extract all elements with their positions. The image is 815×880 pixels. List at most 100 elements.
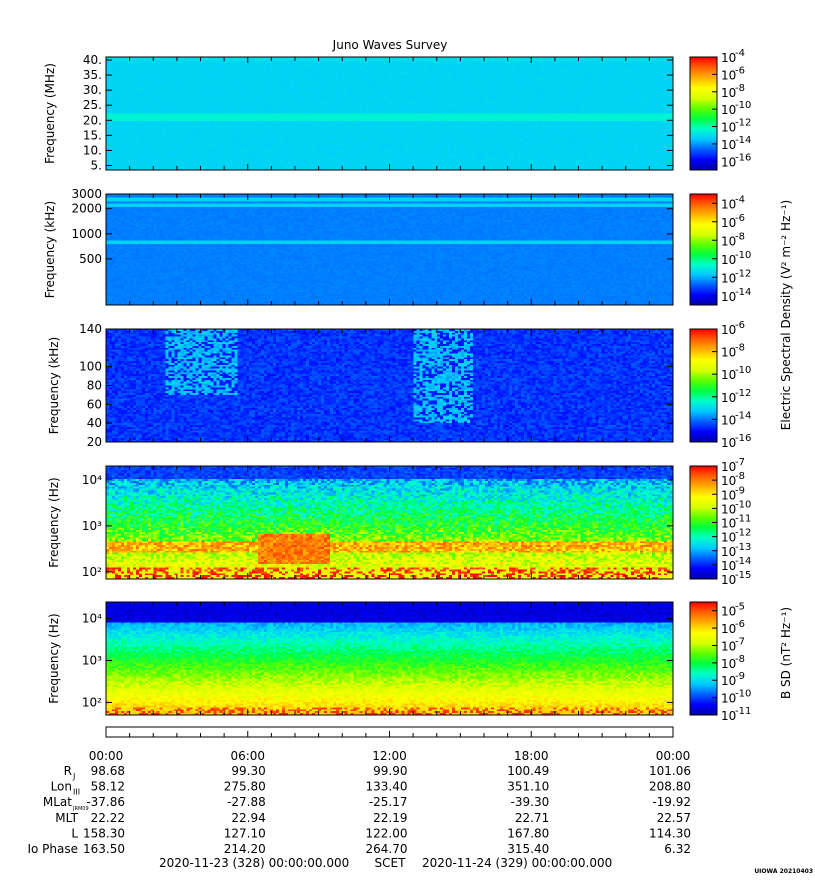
time-axis: 00:00 06:00 12:00 18:00 00:00: [89, 726, 691, 763]
ephemeris-value: 163.50: [83, 842, 125, 856]
ephemeris-value: 100.49: [507, 764, 549, 778]
colorbar-tick-label: 10: [721, 502, 736, 516]
colorbar-tick-label: 10: [721, 216, 736, 230]
y-tick-label: 35.: [83, 68, 102, 82]
colorbar-tick-label: 10: [721, 138, 736, 152]
colorbar-tick-label: 10: [721, 545, 736, 559]
colorbar-tick-exp: -6: [735, 320, 745, 331]
colorbar-tick-exp: -8: [735, 343, 745, 354]
time-end-label: 2020-11-24 (329) 00:00:00.000: [422, 856, 612, 870]
colorbar-tick-exp: -14: [735, 287, 751, 298]
ephemeris-label-sub: JRM09: [72, 806, 89, 812]
colorbar-tick-label: 10: [721, 488, 736, 502]
panel-4: 10² 10³ 10⁴ Frequency (Hz): [47, 465, 674, 580]
ephemeris-value: 98.68: [91, 764, 125, 778]
colorbar-tick-exp: -5: [735, 602, 745, 613]
colorbar-tick-label: 10: [721, 290, 736, 304]
ephemeris-label: R: [64, 764, 72, 778]
colorbar-tick-label: 10: [721, 605, 736, 619]
colorbar-tick-label: 10: [721, 674, 736, 688]
ephemeris-value: 22.94: [231, 811, 265, 825]
colorbar-tick-label: 10: [721, 253, 736, 267]
y-tick-label: 40.: [83, 53, 102, 67]
colorbar-frame: [689, 56, 718, 171]
colorbar-tick-exp: -9: [735, 485, 745, 496]
colorbar-tick-exp: -16: [735, 433, 751, 444]
time-tick-label: 12:00: [372, 749, 407, 763]
colorbar-tick-label: 10: [721, 368, 736, 382]
y-tick-label: 10³: [82, 654, 102, 668]
colorbar-tick-exp: -10: [735, 365, 751, 376]
time-tick-label: 18:00: [514, 749, 549, 763]
colorbar-tick-exp: -8: [735, 231, 745, 242]
ephemeris-value: 114.30: [649, 826, 691, 840]
colorbar-4: 10-1510-1410-1310-1210-1110-1010-910-810…: [689, 457, 751, 587]
y-tick-label: 100: [79, 360, 102, 374]
y-tick-label: 20.: [83, 113, 102, 127]
colorbar-tick-exp: -14: [735, 556, 751, 567]
ephemeris-value: 22.19: [373, 811, 407, 825]
y-tick-label: 1000: [71, 227, 102, 241]
colorbar-tick-label: 10: [721, 391, 736, 405]
colorbar-frame: [689, 193, 718, 306]
colorbar-tick-label: 10: [721, 657, 736, 671]
ephemeris-value: 122.00: [366, 826, 408, 840]
ephemeris-value: 264.70: [366, 842, 408, 856]
colorbar-tick-exp: -10: [735, 499, 751, 510]
ephemeris-value: 99.90: [373, 764, 407, 778]
colorbar-tick-exp: -11: [735, 514, 751, 525]
ephemeris-value: 133.40: [366, 780, 408, 794]
colorbar-tick-exp: -8: [735, 471, 745, 482]
ephemeris-value: -37.86: [86, 795, 125, 809]
panel-3: 20 40 60 80 100 140 Frequency (kHz): [47, 322, 674, 449]
ephemeris-value: 6.32: [664, 842, 691, 856]
colorbar-gradient: [690, 602, 717, 715]
colorbar-tick-label: 10: [721, 559, 736, 573]
colorbar-tick-exp: -12: [735, 528, 751, 539]
ephemeris-label: MLT: [55, 811, 78, 825]
y-tick-label: 25.: [83, 98, 102, 112]
colorbar-tick-label: 10: [721, 234, 736, 248]
colorbar-tick-exp: -8: [735, 654, 745, 665]
ephemeris-value: 167.80: [507, 826, 549, 840]
y-axis-label: Frequency (Hz): [47, 613, 61, 704]
colorbar-tick-label: 10: [721, 639, 736, 653]
colorbar-tick-exp: -6: [735, 619, 745, 630]
colorbar-tick-exp: -13: [735, 542, 751, 553]
colorbar-tick-label: 10: [721, 692, 736, 706]
y-tick-label: 40: [87, 416, 102, 430]
ephemeris-label: MLat: [43, 795, 72, 809]
colorbar-tick-exp: -10: [735, 689, 751, 700]
colorbar-tick-label: 10: [721, 68, 736, 82]
colorbar-tick-exp: -16: [735, 152, 751, 163]
colorbar-tick-label: 10: [721, 622, 736, 636]
spectrogram-3: [106, 329, 673, 442]
ephemeris-value: 22.71: [515, 811, 549, 825]
ephemeris-value: 22.57: [657, 811, 691, 825]
colorbar-gradient: [690, 57, 717, 170]
y-tick-label: 60: [87, 397, 102, 411]
y-tick-label: 30.: [83, 83, 102, 97]
y-axis-label: Frequency (kHz): [47, 337, 61, 434]
time-tick-label: 00:00: [656, 749, 691, 763]
time-tick-label: 00:00: [89, 749, 124, 763]
colorbar-gradient: [690, 194, 717, 305]
ephemeris-value: 127.10: [224, 826, 266, 840]
ephemeris-value: 22.22: [91, 811, 125, 825]
y-tick-label: 10²: [82, 695, 102, 709]
ephemeris-value: 99.30: [231, 764, 265, 778]
ephemeris-value: 214.20: [224, 842, 266, 856]
y-tick-label: 20: [87, 435, 102, 449]
y-tick-label: 10⁴: [82, 612, 102, 626]
colorbar-tick-label: 10: [721, 517, 736, 531]
y-tick-label: 2000: [71, 202, 102, 216]
spectrogram-5: [106, 602, 673, 715]
ephemeris-value: 58.12: [91, 780, 125, 794]
colorbar-tick-label: 10: [721, 474, 736, 488]
y-axis-label: Frequency (Hz): [47, 477, 61, 568]
y-tick-label: 10⁴: [82, 473, 102, 487]
y-tick-label: 140: [79, 322, 102, 336]
